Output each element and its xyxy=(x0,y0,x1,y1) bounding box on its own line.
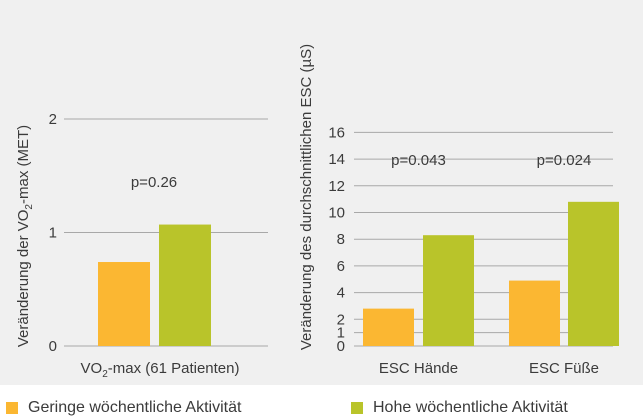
chart1-y-axis-label: Veränderung der VO2-max (MET) xyxy=(15,125,35,347)
chart1-ytick-label: 1 xyxy=(49,225,57,242)
legend-swatch-low xyxy=(6,402,18,414)
chart2-pvalue-annotation: p=0.043 xyxy=(391,152,446,169)
chart2-xtick-label: ESC Hände xyxy=(379,360,458,377)
chart2-ytick-label: 6 xyxy=(337,258,345,275)
chart1-bar-low xyxy=(98,262,150,346)
chart2-ytick-label: 0 xyxy=(337,338,345,355)
chart1-bar-high xyxy=(159,224,211,346)
chart2-ytick-label: 14 xyxy=(328,151,345,168)
legend-swatch-high xyxy=(351,402,363,414)
chart1-xtick-label: VO2-max (61 Patienten) xyxy=(81,360,240,380)
legend-item-low: Geringe wöchentliche Aktivität xyxy=(6,398,241,418)
chart2-ytick-label: 12 xyxy=(328,178,345,195)
chart2-pvalue-annotation: p=0.024 xyxy=(537,152,592,169)
chart2-bar-low xyxy=(509,280,560,346)
chart1-pvalue-annotation: p=0.26 xyxy=(131,174,177,191)
chart2-ytick-label: 4 xyxy=(337,285,345,302)
chart2-ytick-label: 1 xyxy=(337,325,345,342)
chart2-ytick-label: 2 xyxy=(337,311,345,328)
legend-label-low: Geringe wöchentliche Aktivität xyxy=(28,399,242,416)
legend-label-high: Hohe wöchentliche Aktivität xyxy=(373,399,568,416)
chart1-ytick-label: 0 xyxy=(49,338,57,355)
chart1-ytick-label: 2 xyxy=(49,111,57,128)
chart2-ytick-label: 8 xyxy=(337,231,345,248)
chart2-bar-high xyxy=(423,235,474,346)
chart2-bar-high xyxy=(568,201,619,346)
chart2-ytick-label: 10 xyxy=(328,205,345,222)
chart2-y-axis-label: Veränderung des durchschnittlichen ESC (… xyxy=(298,44,315,350)
chart2-ytick-label: 16 xyxy=(328,124,345,141)
chart2-bar-low xyxy=(363,308,414,346)
chart2-xtick-label: ESC Füße xyxy=(529,360,599,377)
legend-item-high: Hohe wöchentliche Aktivität xyxy=(351,398,568,418)
